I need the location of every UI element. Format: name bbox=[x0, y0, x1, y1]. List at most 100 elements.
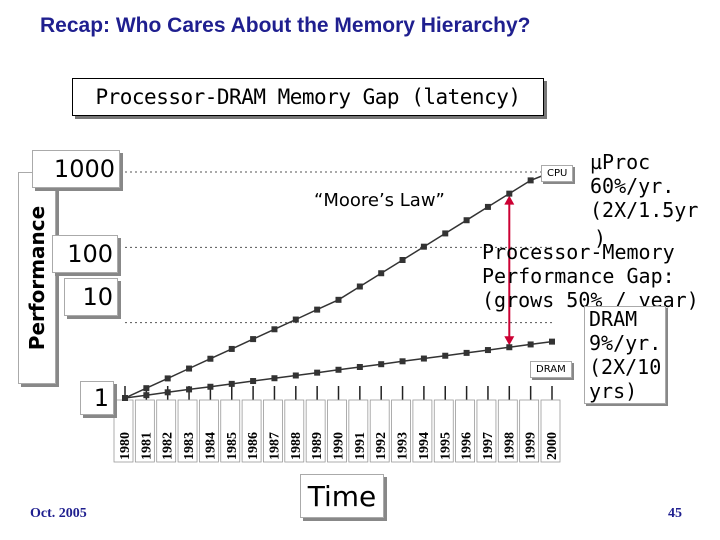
point-dram-1993 bbox=[399, 358, 406, 365]
point-dram-1987 bbox=[271, 375, 278, 382]
point-cpu-1989 bbox=[314, 306, 321, 313]
x-tick-label-1987: 1987 bbox=[267, 432, 282, 460]
x-tick-box-1999 bbox=[519, 399, 540, 463]
x-tick-box-1984 bbox=[198, 399, 219, 463]
point-cpu-1983 bbox=[186, 365, 193, 372]
y-tick-label-100: 100 bbox=[52, 235, 118, 273]
point-cpu-1997 bbox=[484, 203, 491, 210]
x-tick-box-1994 bbox=[412, 399, 433, 463]
series-label-cpu: CPU bbox=[541, 165, 574, 182]
moore-law-label: “Moore’s Law” bbox=[314, 190, 445, 211]
x-tick-box-1993 bbox=[391, 399, 411, 463]
point-cpu-1996 bbox=[463, 217, 470, 224]
y-tick-label-1: 1 bbox=[80, 381, 114, 415]
gap-line-1: Processor-Memory bbox=[482, 240, 675, 264]
point-dram-1988 bbox=[292, 372, 299, 379]
dram-annotation: DRAM 9%/yr. (2X/10 yrs) bbox=[584, 306, 667, 404]
page-number: 45 bbox=[668, 506, 682, 521]
x-axis-label: Time bbox=[300, 474, 384, 518]
point-cpu-1995 bbox=[442, 230, 449, 237]
x-tick-box-1985 bbox=[220, 399, 241, 463]
slide-title: Recap: Who Cares About the Memory Hierar… bbox=[40, 14, 531, 37]
dram-line-4: yrs) bbox=[589, 379, 638, 403]
point-cpu-1993 bbox=[399, 256, 406, 263]
point-dram-1999 bbox=[527, 341, 534, 348]
point-dram-1986 bbox=[250, 378, 257, 385]
point-cpu-1994 bbox=[420, 243, 427, 250]
point-dram-2000 bbox=[549, 338, 555, 345]
x-tick-box-1988 bbox=[284, 399, 305, 463]
x-tick-box-1982 bbox=[156, 399, 177, 463]
x-tick-box-1990 bbox=[327, 399, 347, 463]
x-tick-label-1980: 1980 bbox=[118, 432, 133, 460]
x-tick-label-1983: 1983 bbox=[182, 432, 197, 460]
x-tick-label-1990: 1990 bbox=[332, 432, 347, 460]
footer-date: Oct. 2005 bbox=[30, 506, 87, 521]
point-cpu-1984 bbox=[207, 355, 214, 362]
x-tick-label-1997: 1997 bbox=[481, 432, 496, 460]
point-cpu-1999 bbox=[527, 177, 534, 184]
dram-line-1: DRAM bbox=[589, 307, 638, 331]
point-dram-1991 bbox=[356, 363, 363, 370]
y-axis-label: Performance bbox=[18, 172, 56, 384]
x-tick-box-1995 bbox=[433, 399, 454, 463]
gap-line-2: Performance Gap: bbox=[482, 264, 675, 288]
point-dram-1989 bbox=[314, 369, 321, 376]
y-axis-label-text: Performance bbox=[25, 205, 49, 351]
x-tick-label-1981: 1981 bbox=[139, 432, 154, 460]
point-dram-1980 bbox=[122, 395, 128, 401]
x-tick-label-1992: 1992 bbox=[374, 432, 389, 460]
x-tick-box-1981 bbox=[134, 399, 155, 463]
gap-arrow-head-bottom bbox=[504, 336, 515, 346]
x-tick-label-1995: 1995 bbox=[438, 432, 453, 460]
point-dram-1983 bbox=[186, 386, 193, 393]
uproc-paren: ) bbox=[594, 226, 607, 250]
x-tick-box-1997 bbox=[476, 399, 497, 463]
x-tick-label-1996: 1996 bbox=[460, 432, 475, 460]
x-tick-box-1989 bbox=[305, 399, 326, 463]
x-tick-label-1985: 1985 bbox=[225, 432, 240, 460]
x-tick-label-1991: 1991 bbox=[353, 432, 368, 460]
x-tick-box-1992 bbox=[369, 399, 390, 463]
x-tick-label-1986: 1986 bbox=[246, 432, 261, 460]
x-tick-box-1991 bbox=[348, 399, 369, 463]
point-dram-1985 bbox=[228, 380, 235, 387]
point-cpu-1986 bbox=[250, 336, 257, 343]
x-tick-label-1993: 1993 bbox=[396, 432, 411, 460]
point-cpu-1991 bbox=[356, 283, 363, 290]
point-cpu-1982 bbox=[164, 375, 171, 382]
point-dram-1994 bbox=[420, 355, 427, 362]
x-tick-label-1982: 1982 bbox=[161, 432, 176, 460]
chart-title: Processor-DRAM Memory Gap (latency) bbox=[72, 78, 544, 116]
x-tick-box-1986 bbox=[241, 399, 262, 463]
x-tick-label-1988: 1988 bbox=[289, 432, 304, 460]
point-cpu-1987 bbox=[271, 326, 278, 333]
x-tick-box-1996 bbox=[455, 399, 476, 463]
y-tick-label-10: 10 bbox=[64, 278, 118, 316]
point-dram-1995 bbox=[442, 352, 449, 359]
point-dram-1992 bbox=[378, 361, 385, 368]
point-cpu-1990 bbox=[335, 296, 342, 303]
x-tick-box-2000 bbox=[540, 399, 561, 463]
point-cpu-1998 bbox=[506, 190, 513, 197]
point-dram-1982 bbox=[164, 389, 171, 396]
x-tick-box-1987 bbox=[263, 399, 283, 463]
uproc-annotation: µProc 60%/yr. (2X/1.5yr bbox=[590, 150, 698, 222]
point-dram-1997 bbox=[484, 347, 491, 354]
x-tick-label-1989: 1989 bbox=[310, 432, 325, 460]
uproc-line-2: 60%/yr. bbox=[590, 174, 675, 198]
point-cpu-1981 bbox=[143, 385, 150, 392]
point-cpu-1988 bbox=[292, 316, 299, 323]
gap-annotation: Processor-Memory Performance Gap: (grows… bbox=[482, 240, 699, 312]
gap-arrow-head-top bbox=[504, 195, 515, 205]
point-dram-1996 bbox=[463, 349, 470, 356]
uproc-line-1: µProc bbox=[590, 150, 651, 174]
dram-line-3: (2X/10 bbox=[589, 355, 662, 379]
dram-line-2: 9%/yr. bbox=[589, 331, 662, 355]
uproc-line-3: (2X/1.5yr bbox=[590, 198, 699, 222]
x-tick-label-2000: 2000 bbox=[545, 432, 560, 460]
point-dram-1998 bbox=[506, 344, 513, 351]
point-cpu-1985 bbox=[228, 345, 235, 352]
point-dram-1981 bbox=[143, 392, 150, 399]
